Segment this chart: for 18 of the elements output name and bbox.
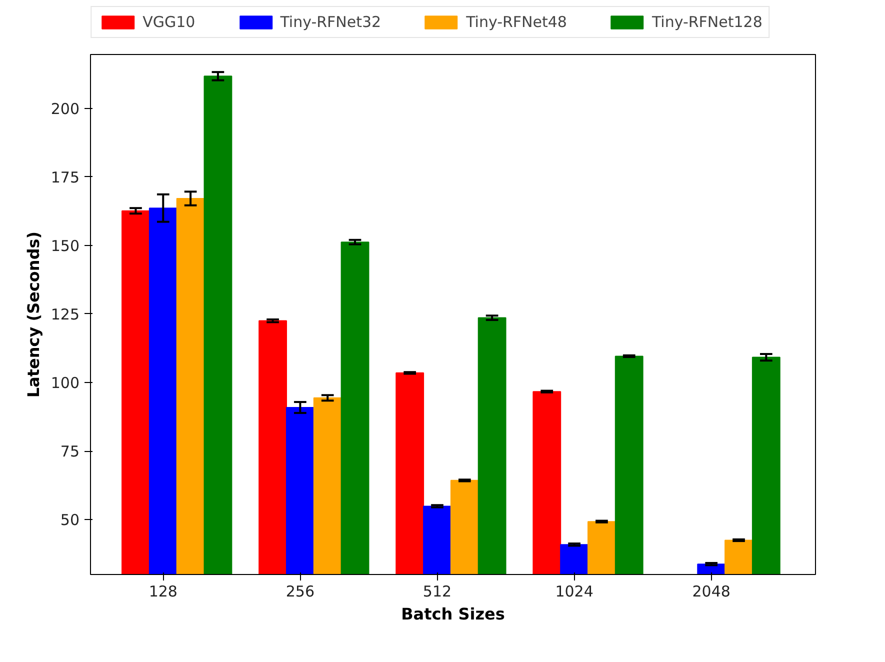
x-tick-label: 128 [148,582,178,600]
y-tick-label: 50 [60,511,80,530]
x-tick-label: 512 [422,582,452,600]
legend-label: Tiny-RFNet128 [652,13,762,31]
legend-label: VGG10 [142,13,196,31]
y-tick-label: 100 [50,374,80,392]
y-tick-label: 125 [50,305,80,324]
x-tick-label: 2048 [692,582,730,600]
y-tick-label: 175 [50,168,80,186]
x-axis-title: Batch Sizes [401,604,505,624]
legend-label: Tiny-RFNet32 [280,13,382,31]
x-tick-label: 256 [286,582,315,600]
x-tick-label: 1024 [555,582,594,600]
y-tick-label: 75 [60,442,80,461]
legend-label: Tiny-RFNet48 [466,13,567,31]
y-tick-label: 150 [50,236,80,255]
y-axis-title: Latency (Seconds) [24,231,43,398]
y-tick-label: 200 [50,100,80,118]
